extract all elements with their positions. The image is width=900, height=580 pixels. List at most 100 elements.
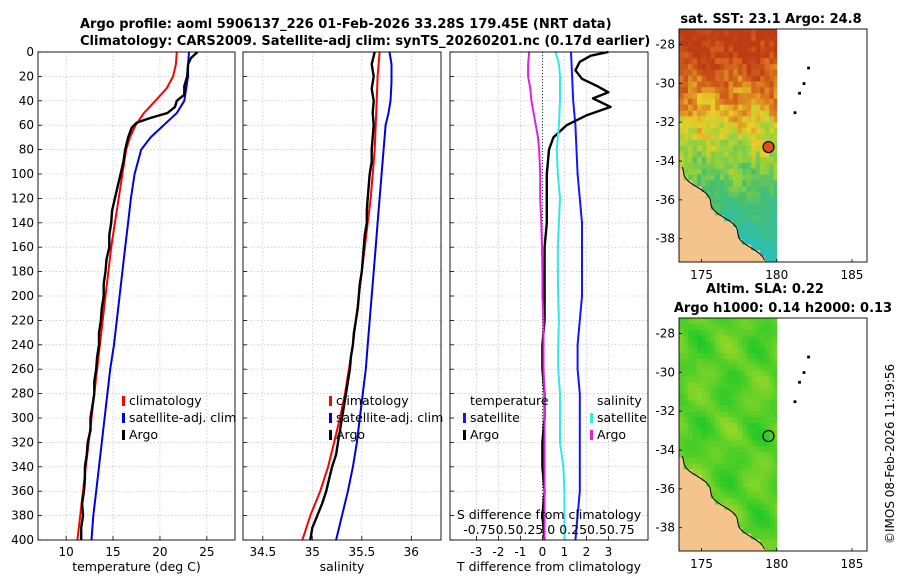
sst_map-cell bbox=[760, 174, 766, 181]
sst_map-cell bbox=[751, 250, 757, 257]
sla_map-cell bbox=[773, 358, 778, 365]
sla_map-coastline bbox=[681, 455, 765, 550]
sla_map-cell bbox=[715, 434, 720, 441]
sst_map-cell bbox=[724, 244, 729, 251]
sst_map-cell bbox=[719, 256, 725, 263]
sst_map-cell bbox=[733, 133, 738, 141]
sst_map-cell bbox=[706, 215, 711, 222]
sla_map-cell bbox=[755, 387, 761, 395]
sst_map-cell bbox=[764, 133, 770, 141]
sst_map-cell bbox=[737, 238, 743, 245]
sla_map-cell bbox=[728, 510, 734, 517]
sla_map-cell bbox=[728, 428, 734, 435]
sla_map-cell bbox=[755, 335, 761, 342]
sla-map-title-line2: Argo h1000: 0.14 h2000: 0.13 bbox=[674, 301, 892, 316]
sla_map-cell bbox=[719, 498, 725, 505]
sst_map-cell bbox=[719, 87, 725, 94]
sst_map-cell bbox=[751, 29, 757, 36]
sst_map-cell bbox=[733, 81, 738, 88]
sla_map-cell bbox=[679, 539, 684, 546]
sst_map-cell bbox=[733, 163, 738, 170]
sla_map-cell bbox=[737, 463, 743, 470]
sst_map-cell bbox=[760, 244, 766, 251]
sla_map-cell bbox=[701, 399, 707, 406]
sla_map-cell bbox=[755, 411, 761, 418]
sst_map-cell bbox=[706, 168, 711, 175]
sla_map-cell bbox=[679, 446, 684, 453]
sla_map-cell bbox=[746, 387, 752, 395]
sla_map-cell bbox=[755, 399, 761, 406]
sla_map-cell bbox=[679, 510, 684, 517]
sst_map-cell bbox=[742, 197, 748, 205]
sla_map-cell bbox=[746, 393, 752, 400]
sst_map-cell bbox=[715, 75, 720, 82]
sst_map-cell bbox=[764, 174, 770, 181]
sst_map-cell bbox=[755, 104, 761, 111]
sst_map-cell bbox=[688, 221, 693, 228]
sst_map-cell bbox=[715, 227, 720, 234]
sst_map-cell bbox=[683, 122, 689, 129]
sst_map-cell bbox=[692, 157, 698, 164]
sla_map-cell bbox=[701, 457, 707, 464]
sst_map-cell bbox=[688, 69, 693, 76]
sla_map-cell bbox=[737, 376, 743, 383]
temperature-series-satellite-adj-clim bbox=[90, 51, 190, 541]
sst_map-cell bbox=[733, 52, 738, 59]
sst_map-cell bbox=[724, 221, 729, 228]
sst_map-cell bbox=[773, 151, 778, 158]
sst_map-cell bbox=[728, 215, 734, 222]
sla_map-cell bbox=[715, 446, 720, 453]
sst_map-cell bbox=[773, 238, 778, 245]
sst_map-cell bbox=[760, 58, 766, 65]
sst_map-cell bbox=[688, 215, 693, 222]
sst_map-cell bbox=[715, 58, 720, 65]
sst_map-cell bbox=[697, 151, 702, 158]
sst_map-cell bbox=[746, 87, 752, 94]
sst_map-cell bbox=[737, 209, 743, 216]
sla_map-cell bbox=[773, 452, 778, 459]
sla_map-cell bbox=[715, 463, 720, 470]
sla_map-cell bbox=[764, 364, 770, 371]
sst_map-cell bbox=[697, 75, 702, 82]
sla_map-cell bbox=[724, 486, 729, 494]
sla_map-cell bbox=[724, 469, 729, 476]
sst_map-cell bbox=[701, 29, 707, 36]
sst_map-cell bbox=[715, 232, 720, 240]
sst_map-cell bbox=[697, 46, 702, 53]
sst_map-cell bbox=[769, 180, 775, 187]
sst_map-cell bbox=[715, 98, 720, 106]
sst_map-cell bbox=[737, 40, 743, 47]
sla_map-cell bbox=[719, 545, 725, 552]
sla_map-cell bbox=[710, 364, 716, 371]
sla_map-cell bbox=[742, 387, 748, 395]
sla_map-cell bbox=[701, 347, 707, 354]
sla_map-frame bbox=[678, 317, 868, 552]
sst_map-cell bbox=[764, 168, 770, 175]
sla_map-cell bbox=[769, 545, 775, 552]
sla_map-cell bbox=[683, 393, 689, 400]
sla_map-cell bbox=[724, 341, 729, 348]
sst_map-cell bbox=[697, 69, 702, 76]
sla_map-cell bbox=[751, 358, 757, 365]
sla_map-cell bbox=[679, 434, 684, 441]
sst_map-cell bbox=[733, 209, 738, 216]
sst_map-island bbox=[807, 66, 810, 70]
sst_map-cell bbox=[706, 180, 711, 187]
sst_map-cell bbox=[737, 250, 743, 257]
sst_map-cell bbox=[733, 227, 738, 234]
sla_map-cell bbox=[706, 475, 711, 482]
sla_map-cell bbox=[764, 329, 770, 336]
sst_map-cell bbox=[710, 174, 716, 181]
sst_map-cell bbox=[733, 110, 738, 117]
sst_map-cell bbox=[728, 232, 734, 240]
sst_map-cell bbox=[701, 192, 707, 199]
sla_map-cell bbox=[706, 382, 711, 389]
sst_map-cell bbox=[715, 221, 720, 228]
sla_map-cell bbox=[715, 492, 720, 499]
sla_map-cell bbox=[760, 428, 766, 435]
sla_map-cell bbox=[715, 417, 720, 424]
sla_map-cell bbox=[701, 370, 707, 377]
sla_map-cell bbox=[769, 504, 775, 511]
sst_map-cell bbox=[715, 46, 720, 53]
sla_map-cell bbox=[773, 417, 778, 424]
